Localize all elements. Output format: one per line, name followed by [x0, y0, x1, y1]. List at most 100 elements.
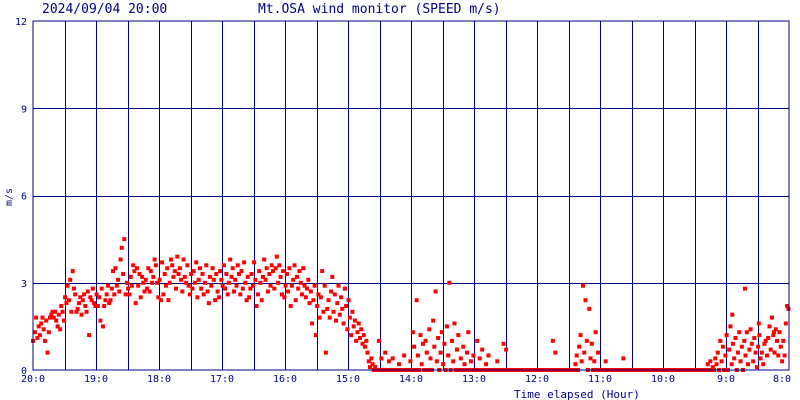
data-point — [744, 330, 749, 335]
data-point — [782, 353, 787, 358]
data-point — [175, 254, 180, 259]
data-point — [574, 353, 579, 358]
data-point — [93, 304, 98, 308]
data-point — [305, 286, 310, 291]
data-point — [501, 341, 506, 346]
x-tick-label: 16:0 — [273, 374, 297, 385]
data-point — [174, 286, 178, 291]
data-point — [244, 298, 249, 303]
data-point — [83, 304, 88, 308]
data-point — [461, 344, 466, 349]
data-point — [553, 350, 558, 355]
data-point — [360, 341, 365, 346]
data-point — [104, 292, 109, 297]
data-point — [53, 309, 57, 314]
data-point — [302, 283, 307, 288]
data-point — [708, 359, 713, 364]
data-point — [433, 289, 438, 294]
data-point — [729, 362, 734, 367]
data-point — [140, 274, 144, 279]
data-point — [297, 269, 302, 274]
data-point — [142, 289, 147, 294]
data-point — [89, 298, 94, 303]
data-point — [39, 321, 44, 326]
data-point — [427, 327, 432, 332]
data-point — [358, 336, 362, 340]
data-point — [73, 292, 78, 297]
data-point — [165, 266, 170, 271]
chart-timestamp: 2024/09/04 20:00 — [42, 2, 167, 17]
data-point — [286, 289, 291, 294]
data-point — [325, 306, 330, 311]
data-point — [330, 274, 335, 279]
data-point — [50, 309, 55, 314]
data-point — [185, 263, 190, 268]
data-point — [770, 315, 774, 320]
data-point — [592, 359, 597, 364]
data-point — [226, 280, 231, 285]
data-point — [253, 277, 258, 282]
data-point — [74, 309, 79, 314]
data-point — [99, 286, 104, 291]
x-axis-label: Time elapsed (Hour) — [514, 388, 640, 400]
data-point — [196, 277, 201, 282]
data-point — [762, 341, 767, 346]
data-point — [181, 257, 186, 262]
data-point — [444, 324, 449, 329]
data-point — [158, 298, 163, 303]
data-point — [266, 289, 270, 294]
data-point — [781, 338, 786, 343]
data-point — [584, 338, 589, 343]
data-point — [335, 301, 340, 306]
data-point — [152, 257, 157, 262]
x-tick-label: 14:0 — [399, 374, 423, 385]
data-point — [593, 330, 598, 335]
data-point — [41, 327, 46, 332]
data-point — [754, 365, 759, 370]
data-point — [486, 353, 491, 358]
data-point — [714, 362, 719, 367]
data-point — [621, 356, 626, 361]
data-point — [191, 269, 196, 274]
data-point — [203, 280, 207, 285]
data-point — [161, 292, 166, 297]
x-axis-ticks: 20:0 19:0 18:0 17:0 16:0 15:0 14:0 13:0 12:0 11:0… — [21, 374, 791, 385]
data-point — [136, 283, 141, 288]
data-point — [366, 359, 371, 364]
data-point — [98, 318, 103, 323]
data-point — [259, 298, 264, 303]
data-point — [155, 280, 160, 285]
data-point — [216, 295, 221, 300]
data-point — [746, 362, 750, 367]
data-point — [187, 292, 192, 297]
data-point — [45, 350, 50, 355]
data-point — [63, 295, 68, 300]
data-point — [504, 347, 509, 352]
data-point — [368, 365, 372, 370]
data-point — [121, 272, 126, 276]
data-point — [237, 272, 241, 276]
data-point — [354, 338, 359, 343]
data-point — [331, 309, 336, 314]
data-point — [761, 362, 766, 367]
data-point — [736, 350, 740, 355]
data-point — [720, 344, 725, 349]
data-point — [742, 338, 747, 343]
data-point — [587, 306, 592, 311]
data-point — [313, 333, 318, 338]
data-point — [298, 280, 303, 285]
data-point — [219, 277, 224, 282]
data-point — [732, 356, 737, 361]
data-point — [128, 274, 133, 279]
data-point — [213, 298, 218, 303]
data-point — [111, 269, 115, 274]
data-point — [412, 344, 417, 349]
data-point — [133, 301, 138, 306]
data-point — [64, 301, 69, 306]
data-point — [397, 362, 401, 367]
data-point — [218, 269, 223, 274]
data-point — [146, 266, 151, 271]
data-point — [205, 289, 210, 294]
x-tick-label: 20:0 — [21, 374, 45, 385]
data-point — [332, 292, 337, 297]
